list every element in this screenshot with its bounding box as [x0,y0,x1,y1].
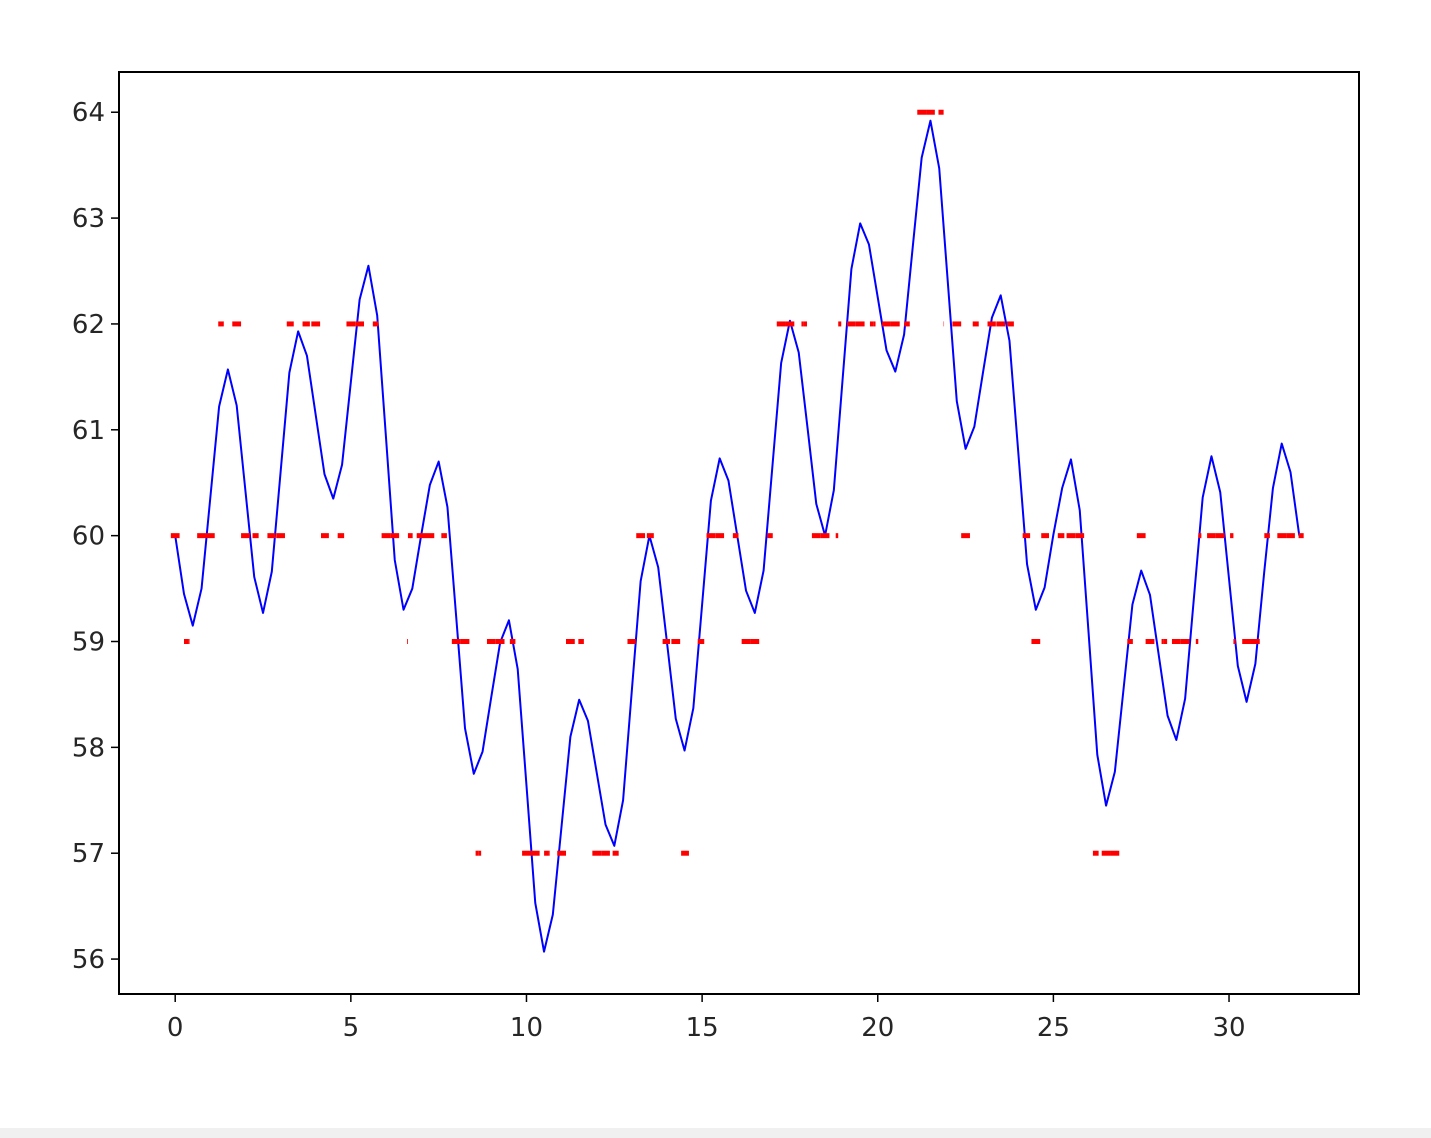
plot-frame [118,71,1360,995]
y-tick-label: 61 [72,416,105,446]
y-tick-label: 64 [72,98,105,128]
y-tick-label: 56 [72,945,105,975]
y-tick-label: 60 [72,522,105,552]
x-tick-label: 15 [686,1013,719,1043]
y-tick-label: 57 [72,839,105,869]
x-tick-label: 0 [167,1013,184,1043]
toolbar-strip [0,1128,1431,1138]
y-tick-label: 62 [72,310,105,340]
y-tick-label: 63 [72,204,105,234]
y-tick-label: 58 [72,733,105,763]
y-tick-label: 59 [72,628,105,658]
x-tick-label: 20 [861,1013,894,1043]
x-tick-label: 5 [343,1013,360,1043]
x-tick-label: 30 [1212,1013,1245,1043]
x-tick-label: 10 [510,1013,543,1043]
x-tick-label: 25 [1037,1013,1070,1043]
